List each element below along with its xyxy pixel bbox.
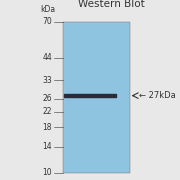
Text: ← 27kDa: ← 27kDa	[139, 91, 175, 100]
Text: 26: 26	[43, 94, 52, 103]
Text: 70: 70	[42, 17, 52, 26]
Text: Western Blot: Western Blot	[78, 0, 145, 9]
Text: 18: 18	[43, 123, 52, 132]
Bar	[63, 22, 130, 173]
Text: 22: 22	[43, 107, 52, 116]
Text: 33: 33	[42, 76, 52, 85]
Bar	[64, 94, 116, 97]
Text: 14: 14	[43, 142, 52, 151]
Text: 44: 44	[42, 53, 52, 62]
Text: 10: 10	[43, 168, 52, 177]
Text: kDa: kDa	[41, 4, 56, 14]
